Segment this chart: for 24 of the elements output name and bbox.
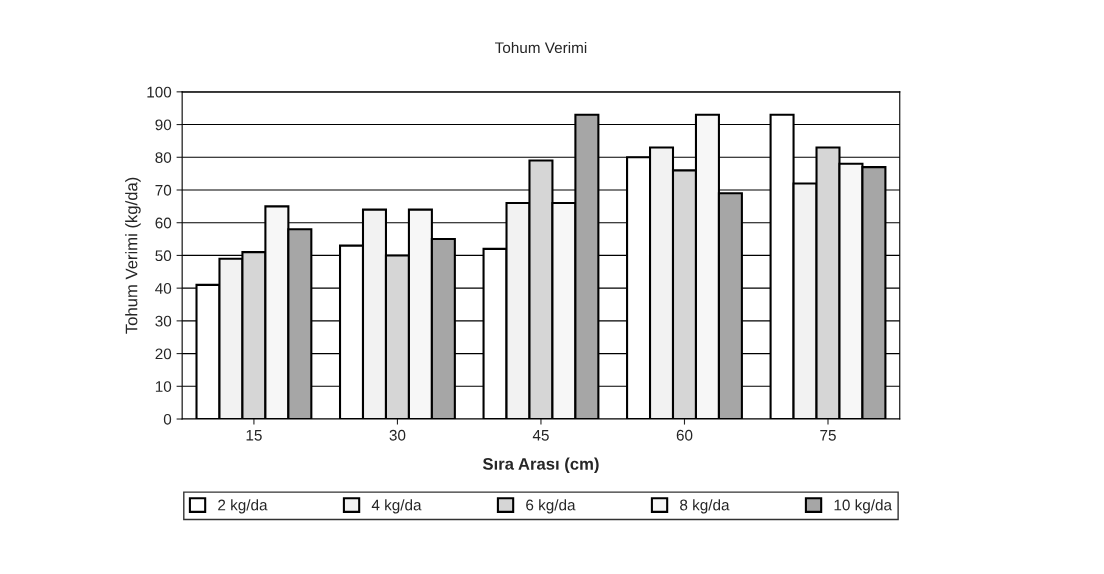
y-axis-title: Tohum Verimi (kg/da) bbox=[125, 177, 141, 334]
x-tick-label: 60 bbox=[676, 429, 693, 441]
y-tick-label: 40 bbox=[155, 283, 172, 294]
x-tick-label: 75 bbox=[820, 430, 836, 441]
y-tick-label: 0 bbox=[163, 413, 172, 425]
legend-label: 6 kg/da bbox=[526, 499, 576, 514]
legend-label: 8 kg/da bbox=[680, 499, 730, 514]
chart-title: Tohum Verimi bbox=[495, 41, 587, 54]
y-tick-label: 10 bbox=[155, 381, 172, 392]
legend-label: 2 kg/da bbox=[218, 499, 268, 514]
x-tick-label: 45 bbox=[532, 430, 549, 441]
y-tick-label: 80 bbox=[155, 152, 172, 163]
legend-label: 4 kg/da bbox=[371, 499, 422, 514]
x-axis-title: Sıra Arası (cm) bbox=[482, 457, 599, 474]
x-tick-label: 30 bbox=[389, 429, 406, 441]
y-tick-label: 70 bbox=[155, 184, 172, 196]
y-tick-label: 30 bbox=[155, 315, 172, 327]
x-tick-label: 15 bbox=[246, 430, 262, 441]
y-tick-label: 60 bbox=[155, 217, 172, 229]
y-tick-label: 100 bbox=[147, 86, 172, 98]
y-tick-label: 50 bbox=[155, 250, 172, 262]
legend-label: 10 kg/da bbox=[834, 499, 893, 514]
y-tick-label: 90 bbox=[155, 119, 172, 131]
y-tick-label: 20 bbox=[155, 348, 172, 360]
